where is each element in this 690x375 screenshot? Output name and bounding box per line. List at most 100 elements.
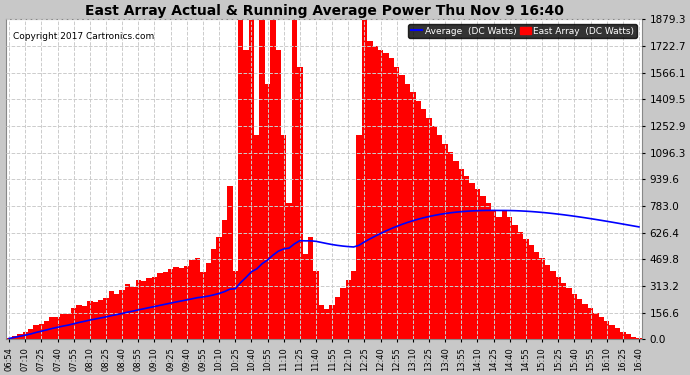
Bar [378,50,383,339]
Bar [92,302,98,339]
Bar [631,336,636,339]
Bar [464,176,469,339]
Bar [329,305,335,339]
Bar [98,300,104,339]
Bar [545,265,550,339]
Bar [400,75,405,339]
Bar [184,266,190,339]
Bar [448,152,453,339]
Bar [340,288,346,339]
Bar [206,263,211,339]
Bar [604,321,609,339]
Bar [415,101,421,339]
Bar [238,20,244,339]
Bar [211,249,217,339]
Bar [12,336,17,339]
Bar [104,298,109,339]
Bar [270,20,275,339]
Bar [44,321,50,339]
Bar [55,317,60,339]
Bar [286,203,292,339]
Bar [152,276,157,339]
Bar [146,278,152,339]
Bar [125,284,130,339]
Bar [179,268,184,339]
Bar [109,291,114,339]
Bar [529,245,534,339]
Bar [190,260,195,339]
Bar [405,84,410,339]
Bar [221,220,227,339]
Bar [302,254,308,339]
Bar [313,271,319,339]
Bar [308,237,313,339]
Bar [588,309,593,339]
Bar [442,144,448,339]
Bar [572,294,577,339]
Bar [281,135,286,339]
Bar [491,210,496,339]
Bar [388,58,394,339]
Bar [227,186,233,339]
Title: East Array Actual & Running Average Power Thu Nov 9 16:40: East Array Actual & Running Average Powe… [85,4,564,18]
Bar [480,196,486,339]
Bar [217,237,221,339]
Bar [550,271,555,339]
Bar [502,210,507,339]
Legend: Average  (DC Watts), East Array  (DC Watts): Average (DC Watts), East Array (DC Watts… [408,24,637,38]
Bar [141,281,146,339]
Bar [615,328,620,339]
Bar [523,238,529,339]
Bar [319,305,324,339]
Bar [33,325,39,339]
Bar [582,304,588,339]
Bar [114,294,119,339]
Bar [60,314,66,339]
Bar [50,317,55,339]
Bar [426,118,432,339]
Bar [136,280,141,339]
Bar [163,272,168,339]
Bar [507,217,513,339]
Bar [540,258,545,339]
Bar [17,334,23,339]
Bar [459,169,464,339]
Bar [453,160,459,339]
Bar [39,324,44,339]
Bar [195,258,200,339]
Bar [626,334,631,339]
Bar [335,297,340,339]
Bar [561,283,566,339]
Bar [292,20,297,339]
Bar [469,183,475,339]
Bar [636,338,642,339]
Bar [566,288,572,339]
Bar [233,271,238,339]
Bar [383,53,388,339]
Bar [71,308,77,339]
Bar [244,50,248,339]
Bar [351,271,356,339]
Bar [410,92,415,339]
Bar [599,317,604,339]
Bar [421,110,426,339]
Bar [356,135,362,339]
Bar [324,309,329,339]
Bar [346,280,351,339]
Bar [200,272,206,339]
Bar [82,306,87,339]
Text: Copyright 2017 Cartronics.com: Copyright 2017 Cartronics.com [12,32,154,41]
Bar [173,267,179,339]
Bar [168,269,173,339]
Bar [373,46,378,339]
Bar [593,313,599,339]
Bar [297,67,302,339]
Bar [496,217,502,339]
Bar [130,287,136,339]
Bar [66,314,71,339]
Bar [577,299,582,339]
Bar [157,273,163,339]
Bar [518,232,523,339]
Bar [475,189,480,339]
Bar [77,305,82,339]
